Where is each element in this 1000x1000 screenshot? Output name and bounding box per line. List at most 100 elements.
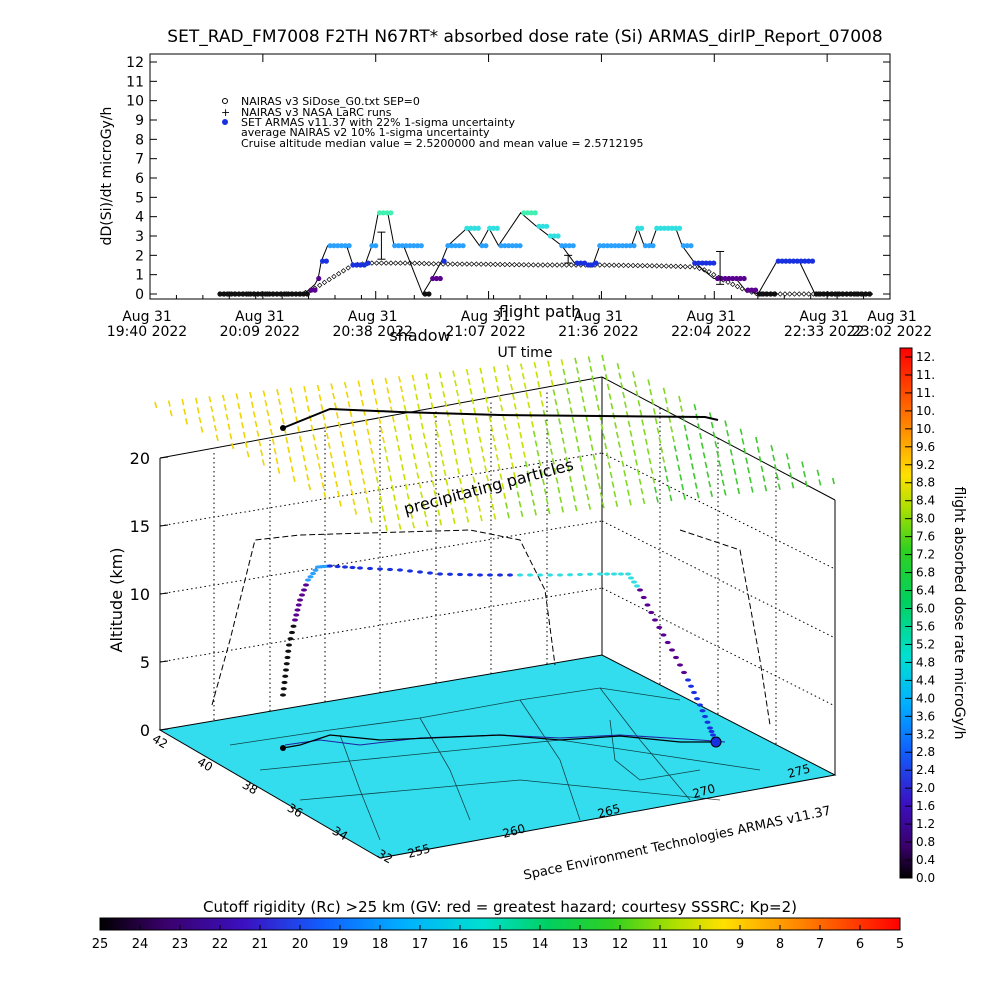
armas-point <box>403 243 409 249</box>
particle-dash <box>557 487 561 494</box>
particle-dash <box>411 374 415 382</box>
armas-point <box>555 233 561 239</box>
particle-dash <box>447 420 451 427</box>
flight-track-point <box>280 693 286 697</box>
shadow-track-east <box>679 529 771 726</box>
nairas-point <box>468 261 475 267</box>
x-tick-time: 21:36 2022 <box>558 324 638 340</box>
armas-point <box>281 291 288 297</box>
legend-label: SET ARMAS v11.37 with 22% 1-sigma uncert… <box>241 116 515 129</box>
particle-dash <box>634 459 638 466</box>
particle-dash <box>574 504 578 512</box>
particle-dash <box>374 398 378 405</box>
armas-point <box>669 225 675 231</box>
latitude-tick-label: 32 <box>375 847 395 867</box>
particle-dash <box>402 473 406 481</box>
annotation-precipitating-particles: precipitating particles <box>402 455 576 519</box>
flight-track-point <box>342 565 348 569</box>
armas-point <box>392 243 398 249</box>
flight-track-point <box>457 572 463 577</box>
particle-dash <box>240 422 245 429</box>
legend-marker-diamond <box>222 98 228 104</box>
projected-flight-path <box>282 407 719 429</box>
armas-point <box>794 258 800 264</box>
armas-point <box>536 223 542 229</box>
particle-dash <box>386 387 390 394</box>
particle-dash <box>571 416 575 424</box>
armas-point <box>293 291 299 297</box>
particle-dash <box>421 501 425 508</box>
nairas-point <box>454 261 461 267</box>
legend-marker-dot <box>222 119 228 125</box>
nairas-point <box>506 261 513 268</box>
colorbar-tick-label: 8.0 <box>916 512 935 526</box>
x-tick-date: Aug 31 <box>574 309 624 325</box>
particle-dash <box>494 375 498 383</box>
latitude-tick-label: 36 <box>285 801 305 821</box>
particle-dash <box>473 407 477 414</box>
armas-point <box>768 291 774 297</box>
particle-dash <box>633 380 637 388</box>
altitude-tick-label: 5 <box>140 653 150 672</box>
particle-dash <box>455 458 459 465</box>
particle-dash <box>561 437 565 444</box>
armas-point <box>597 243 603 249</box>
nairas-point <box>407 260 413 266</box>
particle-dash <box>772 454 776 462</box>
particle-dash <box>692 472 696 480</box>
colorbar-label: flight absorbed dose rate microGy/h <box>951 487 967 740</box>
particle-dash <box>523 382 527 389</box>
particle-dash <box>595 394 599 402</box>
particle-dash <box>540 400 544 407</box>
particle-dash <box>435 499 439 507</box>
rigidity-tick-label: 11 <box>652 937 669 952</box>
colorbar-tick-label: 9.2 <box>916 458 935 472</box>
particle-dash <box>644 438 648 445</box>
nairas-point <box>317 282 323 288</box>
flight-track-point <box>625 572 631 576</box>
nairas-point <box>616 262 622 268</box>
particle-dash <box>249 391 253 399</box>
particle-dash <box>302 454 306 462</box>
particle-dash <box>235 393 239 400</box>
colorbar-tick-label: 4.4 <box>916 673 935 687</box>
altitude-tick-mark <box>159 592 169 595</box>
particle-dash <box>457 399 461 406</box>
particle-dash <box>320 403 324 411</box>
nairas-point <box>340 268 347 274</box>
colorbar-tick-label: 6.8 <box>916 566 935 580</box>
particle-dash <box>404 483 408 490</box>
particle-dash <box>537 381 541 388</box>
particle-dash <box>714 441 718 448</box>
particle-dash <box>579 386 583 393</box>
particle-dash <box>600 423 604 430</box>
particle-dash <box>266 409 270 417</box>
particle-dash <box>487 484 491 491</box>
particle-dash <box>461 418 465 425</box>
particle-dash <box>485 474 489 482</box>
particle-dash <box>394 504 398 511</box>
armas-point <box>578 260 584 266</box>
particle-dash <box>544 419 548 427</box>
particle-dash <box>702 452 706 459</box>
particle-dash <box>574 357 578 365</box>
particle-dash <box>287 446 291 454</box>
rigidity-tick-label: 16 <box>452 937 469 952</box>
particle-dash <box>495 454 499 461</box>
rigidity-tick-label: 8 <box>776 937 784 952</box>
particle-dash <box>215 434 219 441</box>
nairas-point <box>525 262 532 268</box>
particle-dash <box>290 465 294 473</box>
particle-dash <box>300 445 304 452</box>
armas-point <box>741 275 747 282</box>
particle-dash <box>449 429 453 437</box>
particle-dash <box>476 426 480 434</box>
particle-dash <box>709 490 714 498</box>
flight-track-point <box>289 630 295 635</box>
particle-dash <box>194 397 198 404</box>
nairas-point <box>530 262 537 268</box>
particle-dash <box>486 406 490 413</box>
flight-track-point <box>702 714 708 719</box>
